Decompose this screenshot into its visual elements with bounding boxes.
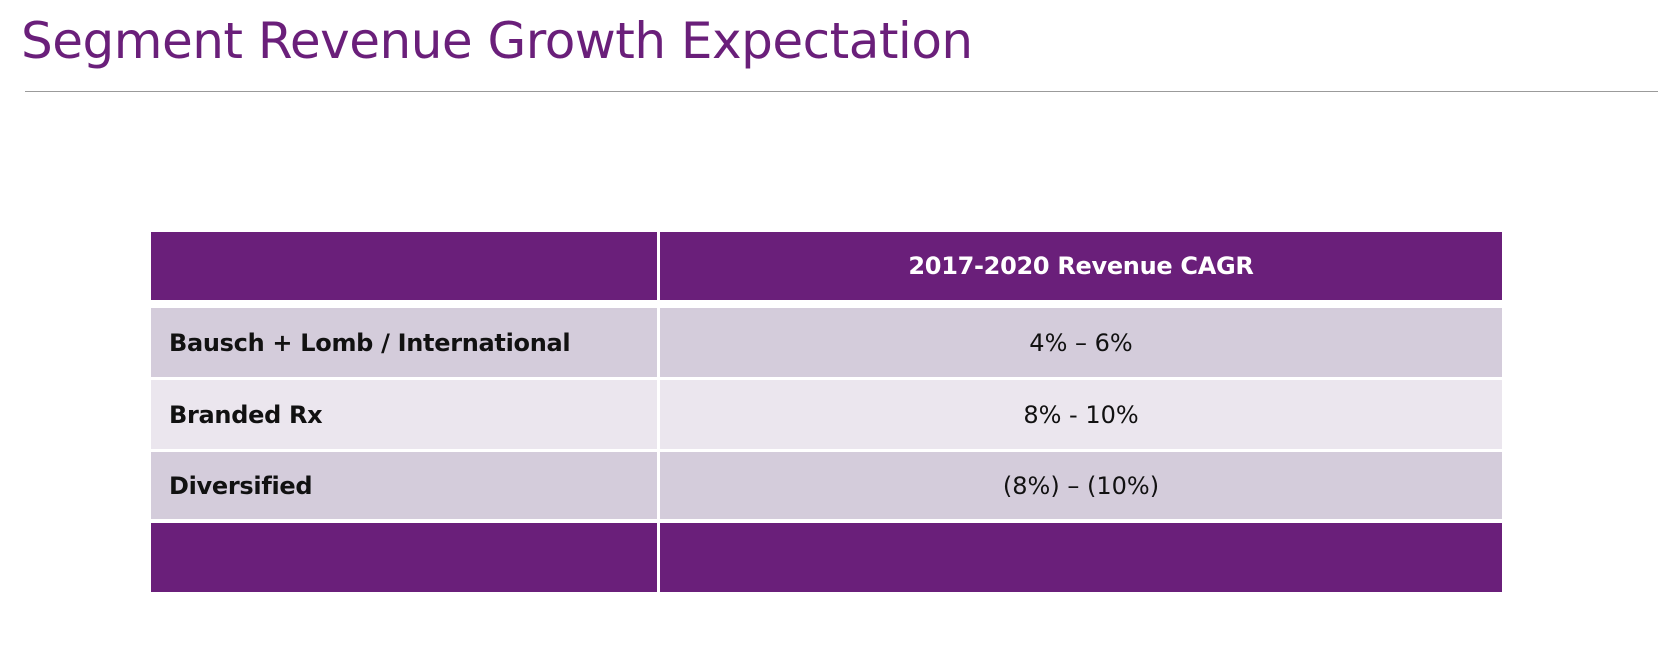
slide-title: Segment Revenue Growth Expectation (21, 12, 973, 70)
segment-table-container: 2017-2020 Revenue CAGR Bausch + Lomb / I… (151, 232, 1502, 592)
cagr-value-cell: 4% – 6% (660, 308, 1502, 380)
segment-name-cell: Diversified (151, 452, 660, 523)
table-row: Branded Rx 8% - 10% (151, 380, 1502, 452)
table-footer-row (151, 523, 1502, 592)
title-divider (25, 91, 1658, 92)
segment-cagr-table: 2017-2020 Revenue CAGR Bausch + Lomb / I… (151, 232, 1502, 592)
segment-name-cell: Bausch + Lomb / International (151, 308, 660, 380)
footer-left-cell (151, 523, 660, 592)
header-segment-cell (151, 232, 660, 308)
table-header-row: 2017-2020 Revenue CAGR (151, 232, 1502, 308)
table-row: Diversified (8%) – (10%) (151, 452, 1502, 523)
table-row: Bausch + Lomb / International 4% – 6% (151, 308, 1502, 380)
cagr-value-cell: 8% - 10% (660, 380, 1502, 452)
cagr-value-cell: (8%) – (10%) (660, 452, 1502, 523)
segment-name-cell: Branded Rx (151, 380, 660, 452)
header-cagr-cell: 2017-2020 Revenue CAGR (660, 232, 1502, 308)
footer-right-cell (660, 523, 1502, 592)
